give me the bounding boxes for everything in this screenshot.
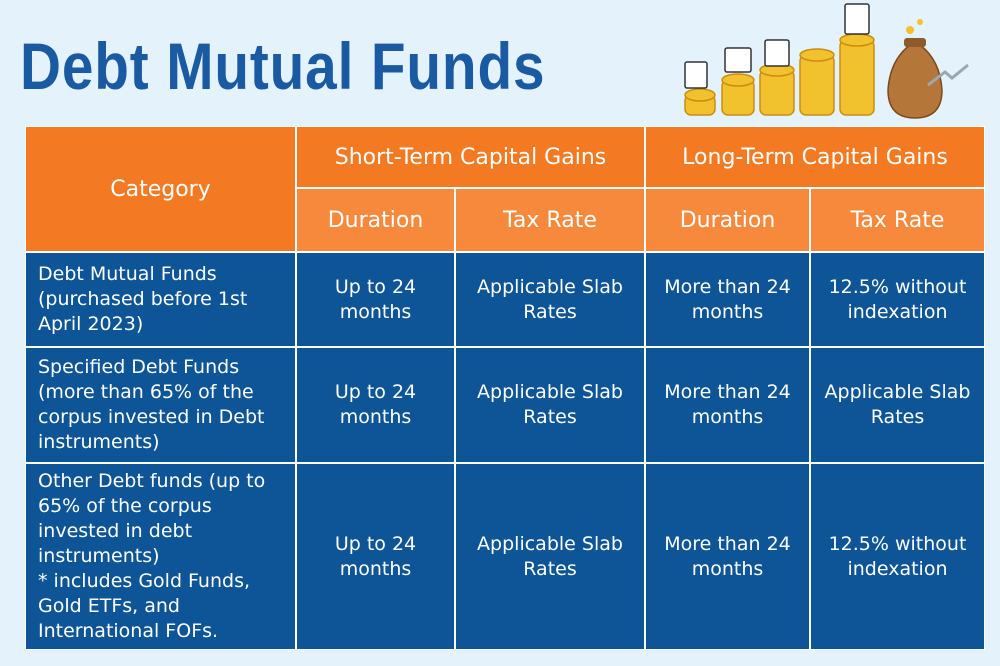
subheader-cell: Tax Rate [810, 188, 985, 252]
table-cell: Up to 24 months [296, 347, 455, 463]
table-cell: Applicable Slab Rates [455, 463, 645, 650]
page-title: Debt Mutual Funds [20, 29, 546, 103]
table-cell: More than 24 months [645, 463, 810, 650]
category-cell: Specified Debt Funds (more than 65% of t… [25, 347, 296, 463]
coins-illustration [684, 3, 969, 119]
subheader-cell: Duration [296, 188, 455, 252]
table-cell: More than 24 months [645, 252, 810, 347]
header-cell: Short-Term Capital Gains [296, 126, 645, 188]
subheader-cell: Tax Rate [455, 188, 645, 252]
table-cell: More than 24 months [645, 347, 810, 463]
header-cell: Long-Term Capital Gains [645, 126, 985, 188]
subheader-cell: Duration [645, 188, 810, 252]
table-cell: Up to 24 months [296, 463, 455, 650]
header-cell: Category [25, 126, 296, 252]
category-cell: Debt Mutual Funds (purchased before 1st … [25, 252, 296, 347]
table-cell: Applicable Slab Rates [455, 347, 645, 463]
table-cell: 12.5% without indexation [810, 252, 985, 347]
table-cell: Applicable Slab Rates [810, 347, 985, 463]
category-cell: Other Debt funds (up to 65% of the corpu… [25, 463, 296, 650]
table-cell: Up to 24 months [296, 252, 455, 347]
table-cell: 12.5% without indexation [810, 463, 985, 650]
table-cell: Applicable Slab Rates [455, 252, 645, 347]
